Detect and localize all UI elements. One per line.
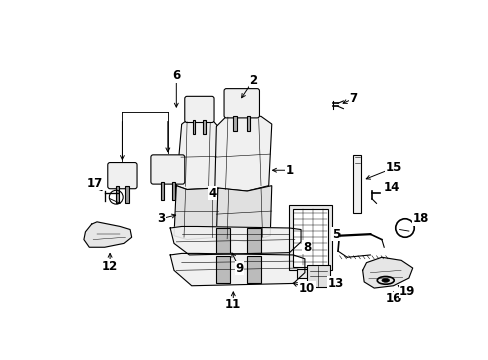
Text: 15: 15 [385, 161, 401, 175]
FancyBboxPatch shape [151, 155, 184, 184]
Polygon shape [170, 226, 301, 255]
Text: 7: 7 [348, 92, 357, 105]
Bar [125, 186, 128, 203]
Polygon shape [170, 253, 305, 286]
Bar [203, 120, 206, 134]
Bar [353, 155, 360, 213]
Text: 16: 16 [385, 292, 401, 305]
Bar [246, 256, 261, 283]
Text: 8: 8 [303, 241, 311, 254]
Text: 17: 17 [86, 177, 102, 190]
Text: 11: 11 [224, 298, 241, 311]
Text: 9: 9 [235, 261, 243, 275]
Text: 5: 5 [331, 228, 339, 240]
Bar [216, 256, 230, 283]
Text: 3: 3 [157, 212, 164, 225]
Polygon shape [362, 257, 412, 288]
Bar [233, 116, 236, 131]
Bar [293, 209, 327, 266]
Text: 4: 4 [208, 187, 216, 200]
Bar [306, 265, 329, 287]
FancyBboxPatch shape [107, 163, 137, 189]
Bar [116, 186, 119, 203]
FancyBboxPatch shape [184, 96, 214, 122]
Text: 12: 12 [102, 260, 118, 273]
Text: 1: 1 [285, 164, 293, 177]
Bar [246, 116, 250, 131]
Text: 6: 6 [172, 69, 180, 82]
PathPatch shape [176, 119, 218, 189]
PathPatch shape [214, 115, 271, 191]
Bar [216, 228, 230, 253]
Text: 18: 18 [411, 212, 427, 225]
Bar [192, 120, 195, 134]
Bar [161, 182, 163, 200]
Text: 13: 13 [327, 277, 343, 290]
PathPatch shape [174, 186, 218, 239]
Bar [246, 228, 261, 253]
Ellipse shape [381, 278, 389, 282]
FancyBboxPatch shape [224, 89, 259, 118]
Text: 14: 14 [383, 181, 399, 194]
Bar [297, 269, 324, 278]
Text: 2: 2 [249, 74, 257, 87]
Text: 19: 19 [398, 285, 415, 298]
Polygon shape [84, 222, 131, 247]
Bar [289, 205, 331, 270]
Bar [171, 182, 174, 200]
PathPatch shape [216, 186, 271, 242]
Text: 10: 10 [299, 282, 315, 294]
